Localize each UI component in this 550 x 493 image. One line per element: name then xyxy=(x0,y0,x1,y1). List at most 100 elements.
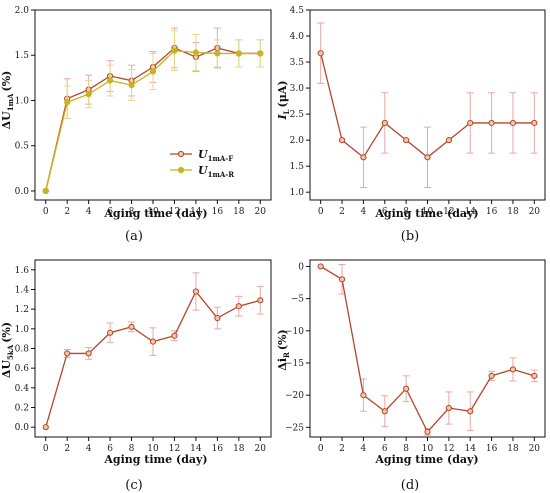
data-point xyxy=(128,81,135,89)
y-axis-title-sub: R xyxy=(282,352,291,358)
data-point xyxy=(192,49,200,56)
y-axis-title: IL (μA) xyxy=(276,80,291,120)
y-axis-title-unit: (%) xyxy=(0,322,13,343)
plot-frame xyxy=(34,9,272,201)
y-tick-label: 1.0 xyxy=(290,188,305,198)
y-axis-title: ΔU1mA(%) xyxy=(0,71,15,130)
x-tick-label: 4 xyxy=(361,207,367,217)
data-point xyxy=(192,288,200,295)
x-tick-label: 6 xyxy=(107,444,113,454)
series-1 xyxy=(42,272,264,431)
x-tick-label: 6 xyxy=(382,444,388,454)
x-tick-label: 14 xyxy=(190,207,202,217)
x-tick-label: 2 xyxy=(339,207,345,217)
y-axis-title-sub: 5kA xyxy=(6,344,15,360)
panel-label: (c) xyxy=(125,478,142,493)
data-point xyxy=(85,350,92,357)
y-axis-title-unit: (%) xyxy=(0,71,13,92)
x-tick-label: 0 xyxy=(318,207,324,217)
x-tick-label: 10 xyxy=(147,207,159,217)
data-point xyxy=(531,372,538,379)
data-point xyxy=(317,50,324,57)
data-point xyxy=(467,119,474,127)
data-point xyxy=(317,263,324,270)
data-point xyxy=(85,91,92,98)
y-axis-title-main: ΔU xyxy=(0,111,13,130)
data-point xyxy=(235,50,242,57)
data-point xyxy=(360,154,367,161)
data-point xyxy=(42,424,49,431)
y-tick-label: 1.5 xyxy=(15,51,30,61)
data-point xyxy=(403,137,410,144)
data-point xyxy=(403,385,410,392)
data-point xyxy=(338,276,346,283)
y-tick-label: 1.0 xyxy=(15,325,30,335)
y-tick-label: 0.2 xyxy=(15,404,29,414)
x-tick-label: 2 xyxy=(339,444,345,454)
y-tick-label: 0.0 xyxy=(15,423,30,433)
series-1 xyxy=(317,22,538,189)
data-point xyxy=(149,338,157,345)
data-point xyxy=(214,50,221,57)
x-tick-label: 14 xyxy=(190,444,202,454)
y-axis-title-sub: L xyxy=(282,109,291,114)
x-tick-label: 0 xyxy=(43,444,49,454)
data-point xyxy=(424,428,431,435)
y-tick-label: 0.4 xyxy=(15,384,30,394)
series-line xyxy=(45,290,261,428)
data-point xyxy=(424,154,431,161)
y-axis-title-unit: (%) xyxy=(276,329,289,350)
panel-3: 0 2 4 6 8 10 12 14 16 18 20 0.0 0.2 0.4 0.6 0.8 1.0 1.2 1.… xyxy=(0,259,272,493)
x-axis-title: Aging time (day) xyxy=(374,453,478,466)
x-tick-label: 8 xyxy=(403,444,409,454)
data-point xyxy=(488,119,495,127)
y-tick-label: 2.5 xyxy=(290,110,305,120)
series-1 xyxy=(317,263,538,436)
x-tick-label: 4 xyxy=(86,207,92,217)
data-point xyxy=(106,329,114,336)
data-point xyxy=(235,303,242,310)
x-tick-label: 18 xyxy=(507,444,519,454)
plot-frame xyxy=(309,259,546,438)
y-tick-label: 1.5 xyxy=(290,162,305,172)
y-tick-label: 1.6 xyxy=(15,266,30,276)
y-axis-title-main: I xyxy=(276,114,289,121)
x-tick-label: 12 xyxy=(169,444,180,454)
y-tick-label: 0 xyxy=(298,262,304,272)
data-point xyxy=(338,137,346,144)
y-axis-title: ΔU5kA(%) xyxy=(0,322,15,378)
x-tick-label: 16 xyxy=(212,207,224,217)
x-tick-label: 6 xyxy=(107,207,113,217)
panel-4: 0 2 4 6 8 10 12 14 16 18 20 0 −5 −10 −15 −20 −25 Aging ti… xyxy=(276,259,546,493)
x-tick-label: 12 xyxy=(443,444,454,454)
x-tick-label: 16 xyxy=(486,207,498,217)
y-tick-label: 3.0 xyxy=(290,84,305,94)
x-tick-label: 6 xyxy=(382,207,388,217)
y-tick-label: 4.0 xyxy=(290,32,305,42)
x-tick-label: 10 xyxy=(422,207,434,217)
y-tick-label: −10 xyxy=(285,327,304,337)
x-tick-label: 20 xyxy=(255,444,267,454)
x-tick-label: 8 xyxy=(403,207,409,217)
panel-label: (b) xyxy=(401,229,419,244)
data-point xyxy=(467,408,474,415)
y-axis-title-main: ΔU xyxy=(0,360,13,379)
x-tick-label: 16 xyxy=(212,444,224,454)
y-tick-label: 3.5 xyxy=(290,58,305,68)
y-tick-label: 1.4 xyxy=(15,286,30,296)
y-tick-label: −25 xyxy=(285,423,304,433)
x-tick-label: 20 xyxy=(529,444,541,454)
data-point xyxy=(64,99,71,106)
x-tick-label: 4 xyxy=(361,444,367,454)
x-axis-title: Aging time (day) xyxy=(374,207,478,220)
legend-label-main: U xyxy=(198,148,209,161)
legend-label: U1mA-R xyxy=(198,164,234,179)
y-tick-label: 0.8 xyxy=(15,345,30,355)
x-axis-title: Aging time (day) xyxy=(103,453,207,466)
y-tick-label: 1.2 xyxy=(15,305,29,315)
x-tick-label: 18 xyxy=(233,207,245,217)
y-axis-title-sub: 1mA xyxy=(6,93,15,111)
legend-label-sub: 1mA-R xyxy=(208,170,235,179)
x-tick-label: 2 xyxy=(64,207,70,217)
